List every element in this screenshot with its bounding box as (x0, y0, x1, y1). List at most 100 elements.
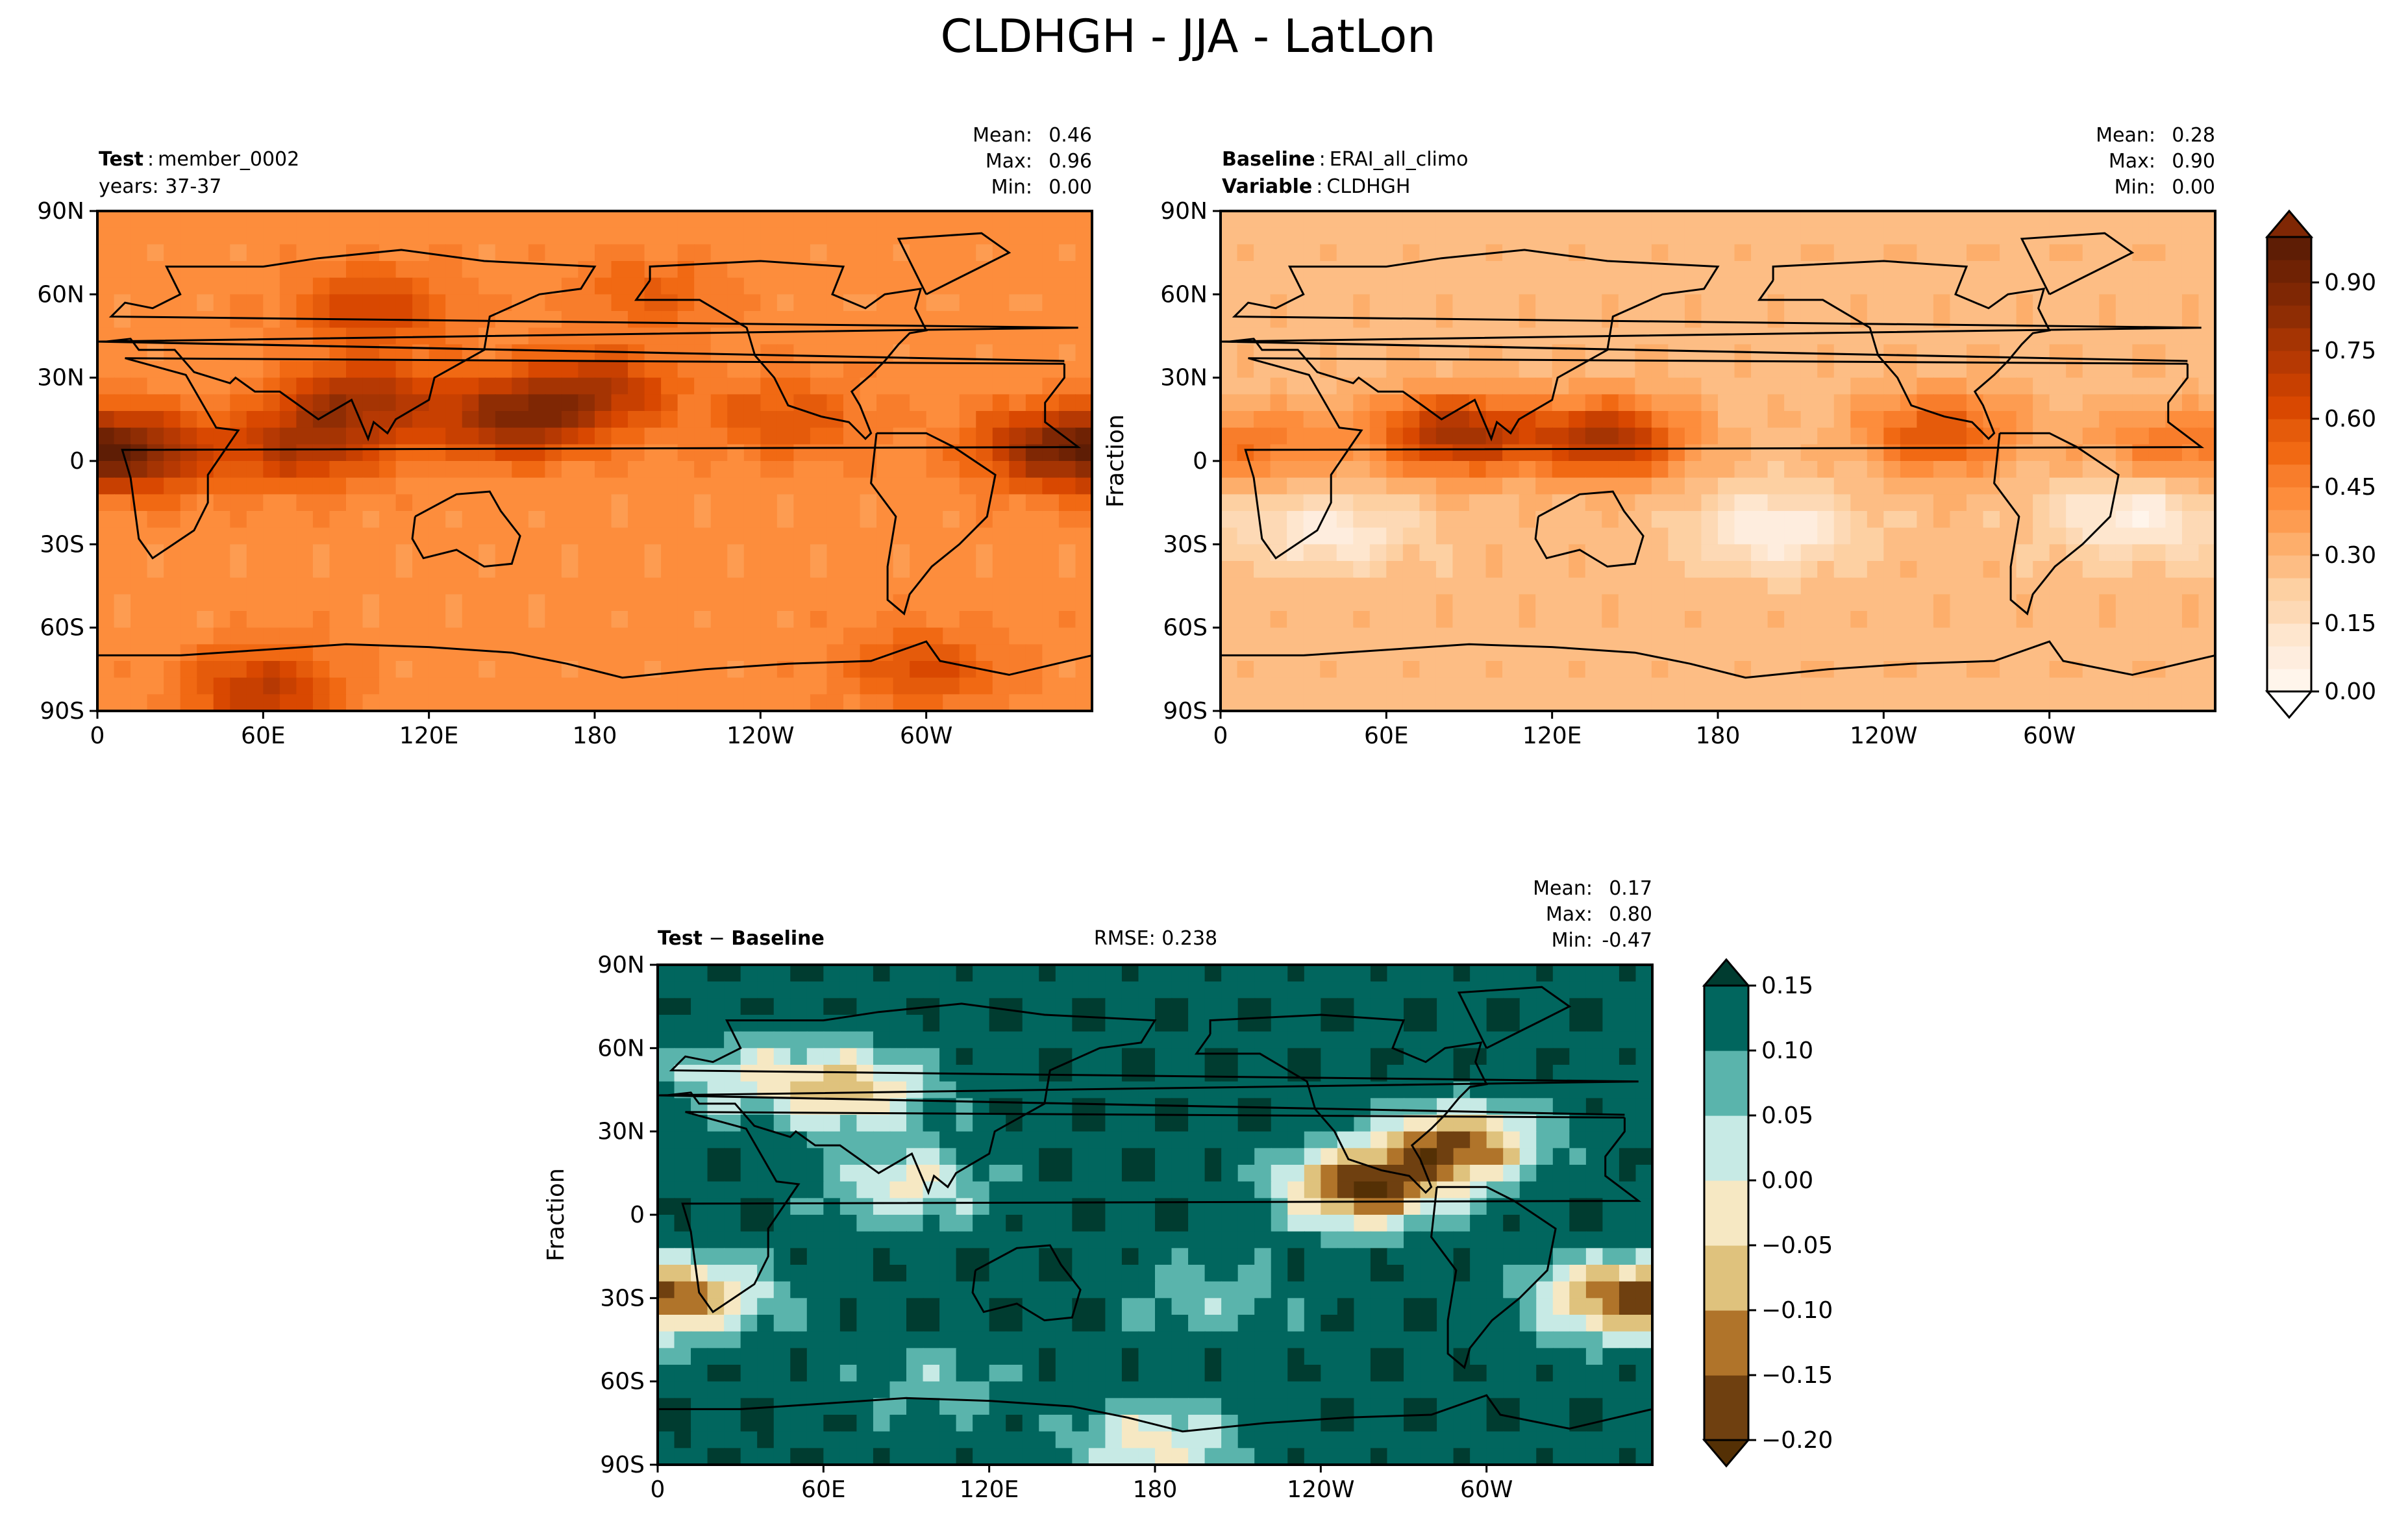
field-cell (1254, 1065, 1272, 1082)
field-cell (1452, 294, 1470, 312)
field-cell (826, 394, 844, 412)
field-cell (1205, 1115, 1223, 1132)
field-cell (760, 494, 778, 512)
field-cell (1072, 1032, 1089, 1049)
field-cell (1122, 1315, 1139, 1332)
field-cell (873, 1282, 891, 1299)
field-cell (793, 628, 811, 645)
field-cell (1933, 594, 1951, 612)
field-cell (910, 461, 927, 479)
field-cell (1635, 1148, 1653, 1165)
field-cell (1619, 594, 1636, 612)
field-cell (1801, 628, 1818, 645)
field-cell (1287, 561, 1304, 578)
field-cell (1089, 982, 1106, 999)
field-cell (1304, 1165, 1322, 1182)
field-cell (1188, 1182, 1206, 1199)
field-cell (675, 1132, 692, 1149)
field-cell (1520, 1315, 1537, 1332)
field-cell (1685, 628, 1702, 645)
field-cell (923, 1282, 941, 1299)
field-cell (1287, 644, 1304, 662)
field-cell (889, 965, 907, 982)
field-cell (445, 294, 463, 312)
field-cell (1039, 1198, 1056, 1215)
field-cell (774, 1015, 791, 1032)
field-cell (1652, 411, 1669, 429)
field-cell (1751, 311, 1769, 329)
field-cell (694, 294, 712, 312)
field-cell (1009, 394, 1026, 412)
field-cell (1370, 444, 1387, 462)
field-cell (263, 394, 280, 412)
field-cell (1371, 1132, 1388, 1149)
field-cell (495, 394, 513, 412)
field-cell (214, 594, 231, 612)
field-cell (973, 1248, 990, 1265)
field-cell (1042, 328, 1060, 345)
field-cell (793, 311, 811, 329)
field-cell (1237, 228, 1255, 245)
field-cell (1271, 261, 1288, 279)
field-cell (2050, 694, 2067, 712)
field-cell (1751, 428, 1769, 445)
field-cell (1635, 982, 1653, 999)
field-cell (807, 1032, 825, 1049)
field-cell (1569, 394, 1586, 412)
field-cell (2182, 211, 2200, 229)
field-cell (2066, 561, 2083, 578)
field-cell (1917, 478, 1934, 495)
field-cell (1652, 661, 1669, 678)
field-cell (1469, 661, 1487, 678)
field-cell (1437, 1015, 1454, 1032)
field-cell (628, 228, 645, 245)
field-cell (1586, 965, 1604, 982)
field-cell (1009, 461, 1026, 479)
field-cell (1817, 578, 1835, 595)
field-cell (1287, 444, 1304, 462)
field-cell (595, 278, 612, 295)
field-cell (2198, 344, 2216, 362)
field-cell (130, 294, 148, 312)
field-cell (976, 428, 993, 445)
field-cell (329, 211, 347, 229)
field-cell (147, 494, 165, 512)
field-cell (2083, 628, 2100, 645)
field-cell (1387, 1315, 1404, 1332)
field-cell (1353, 394, 1371, 412)
field-cell (1287, 494, 1304, 512)
field-cell (396, 211, 414, 229)
field-cell (1421, 1282, 1438, 1299)
field-cell (1486, 578, 1504, 595)
field-cell (1403, 544, 1421, 562)
field-cell (678, 411, 695, 429)
field-cell (2182, 261, 2200, 279)
field-cell (973, 1132, 990, 1149)
field-cell (1237, 678, 1255, 695)
field-cell (1552, 394, 1570, 412)
field-cell (1751, 528, 1769, 545)
field-cell (1237, 394, 1255, 412)
field-cell (296, 678, 314, 695)
field-cell (1817, 228, 1835, 245)
field-cell (1320, 378, 1337, 395)
field-cell (628, 494, 645, 512)
x-tick-label: 0 (90, 723, 105, 749)
field-cell (1685, 244, 1702, 262)
field-cell (1586, 1248, 1604, 1265)
field-cell (1503, 1048, 1521, 1065)
field-cell (1337, 494, 1354, 512)
field-cell (2132, 394, 2150, 412)
field-cell (1834, 244, 1852, 262)
field-cell (1403, 228, 1421, 245)
field-cell (1553, 965, 1570, 982)
field-cell (1784, 611, 1802, 628)
field-cell (1009, 228, 1026, 245)
field-cell (1735, 394, 1752, 412)
field-cell (1701, 694, 1719, 712)
field-cell (840, 1115, 858, 1132)
field-cell (1502, 694, 1520, 712)
field-cell (1437, 965, 1454, 982)
field-cell (1503, 1032, 1521, 1049)
field-cell (2198, 411, 2216, 429)
